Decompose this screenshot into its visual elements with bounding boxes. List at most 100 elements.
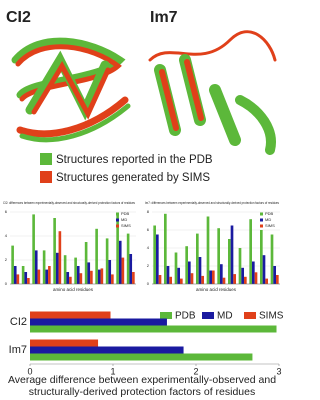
bar xyxy=(97,269,101,284)
legend-swatch xyxy=(116,218,119,222)
legend-label: PDB xyxy=(175,311,196,322)
bar xyxy=(108,260,112,284)
legend-label: MD xyxy=(121,217,127,222)
bar xyxy=(66,272,70,284)
x-tick-label: 0 xyxy=(27,366,32,376)
bar xyxy=(21,266,25,284)
bar xyxy=(276,275,279,284)
figure: CI2 Im7 Structures reported in the PDB S… xyxy=(3,9,284,398)
bar xyxy=(262,255,266,284)
bar xyxy=(30,353,253,361)
bar xyxy=(169,276,172,284)
bar xyxy=(118,240,122,284)
bar xyxy=(27,278,30,284)
bar xyxy=(222,277,226,284)
bar xyxy=(87,262,91,284)
bar xyxy=(238,248,242,284)
y-tick-label: 2 xyxy=(5,257,8,262)
bar xyxy=(74,257,77,284)
x-tick-label: 1 xyxy=(110,366,115,376)
bar xyxy=(84,242,88,284)
bar xyxy=(265,278,268,284)
y-tick-label: Im7 xyxy=(9,344,27,356)
bar xyxy=(32,214,35,284)
bar xyxy=(24,272,28,284)
bar xyxy=(230,225,234,284)
legend-label: Structures generated by SIMS xyxy=(56,172,210,184)
legend-swatch xyxy=(40,171,52,183)
bar xyxy=(156,234,159,284)
bar xyxy=(233,274,236,284)
legend-swatch xyxy=(260,224,263,228)
bar xyxy=(121,257,125,284)
bar xyxy=(180,278,183,284)
bar xyxy=(13,266,17,284)
y-tick-label: 0 xyxy=(147,281,150,286)
protein-label: CI2 xyxy=(6,9,31,26)
bar xyxy=(260,230,263,284)
chart-title: CI2: differences between experimentally-… xyxy=(3,201,135,205)
bar xyxy=(90,270,93,284)
bar xyxy=(37,269,41,284)
x-axis-label: Average difference between experimentall… xyxy=(7,374,277,398)
protein-label: Im7 xyxy=(150,9,178,26)
bar xyxy=(100,268,104,284)
legend-label: MD xyxy=(217,311,233,322)
x-axis-label: amino acid residues xyxy=(196,287,237,292)
bar xyxy=(30,318,167,326)
bar xyxy=(79,273,83,284)
bar xyxy=(174,252,178,284)
bar xyxy=(185,246,188,284)
chart-title: Im7: differences between experimentally-… xyxy=(145,201,279,205)
y-tick-label: 8 xyxy=(147,209,150,214)
legend-label: MD xyxy=(265,217,271,222)
bar xyxy=(153,225,156,284)
legend-swatch xyxy=(40,153,52,165)
bar xyxy=(48,266,51,284)
bar xyxy=(177,267,180,284)
y-tick-label: 4 xyxy=(5,233,8,238)
bar xyxy=(252,261,255,284)
y-tick-label: 6 xyxy=(147,227,150,232)
legend-swatch xyxy=(116,212,119,216)
bar xyxy=(201,275,204,284)
bar xyxy=(30,325,277,333)
legend-swatch xyxy=(160,312,172,319)
bar xyxy=(164,213,167,284)
x-tick-label: 3 xyxy=(276,366,281,376)
bar xyxy=(244,276,247,284)
legend-label: SIMS xyxy=(121,223,131,228)
legend-label: SIMS xyxy=(265,223,275,228)
y-tick-label: 2 xyxy=(147,263,150,268)
bar xyxy=(63,255,67,284)
bar xyxy=(166,266,170,284)
legend-swatch xyxy=(260,212,263,216)
bar xyxy=(76,266,80,284)
bar xyxy=(69,276,72,284)
legend-label: PDB xyxy=(265,211,274,216)
bar xyxy=(190,273,194,284)
bar xyxy=(55,252,59,284)
bar xyxy=(111,274,114,284)
bar xyxy=(158,275,162,284)
bar xyxy=(30,339,99,347)
legend-label: PDB xyxy=(121,211,130,216)
bar xyxy=(16,274,20,284)
bar xyxy=(209,270,212,284)
legend-swatch xyxy=(202,312,214,319)
bar xyxy=(30,346,184,354)
bar xyxy=(30,311,111,319)
y-tick-label: 4 xyxy=(147,245,150,250)
bar xyxy=(132,272,135,284)
y-tick-label: CI2 xyxy=(10,316,27,328)
bar xyxy=(196,233,199,284)
bar xyxy=(228,239,231,284)
bar xyxy=(188,261,191,284)
bar xyxy=(53,218,56,284)
legend-label: SIMS xyxy=(259,311,284,322)
chart: CI2 Im7 Structures reported in the PDB S… xyxy=(3,9,284,376)
bar xyxy=(58,231,62,284)
protein-ci2 xyxy=(11,37,131,143)
legend-label: Structures reported in the PDB xyxy=(56,154,213,166)
bar xyxy=(270,234,274,284)
